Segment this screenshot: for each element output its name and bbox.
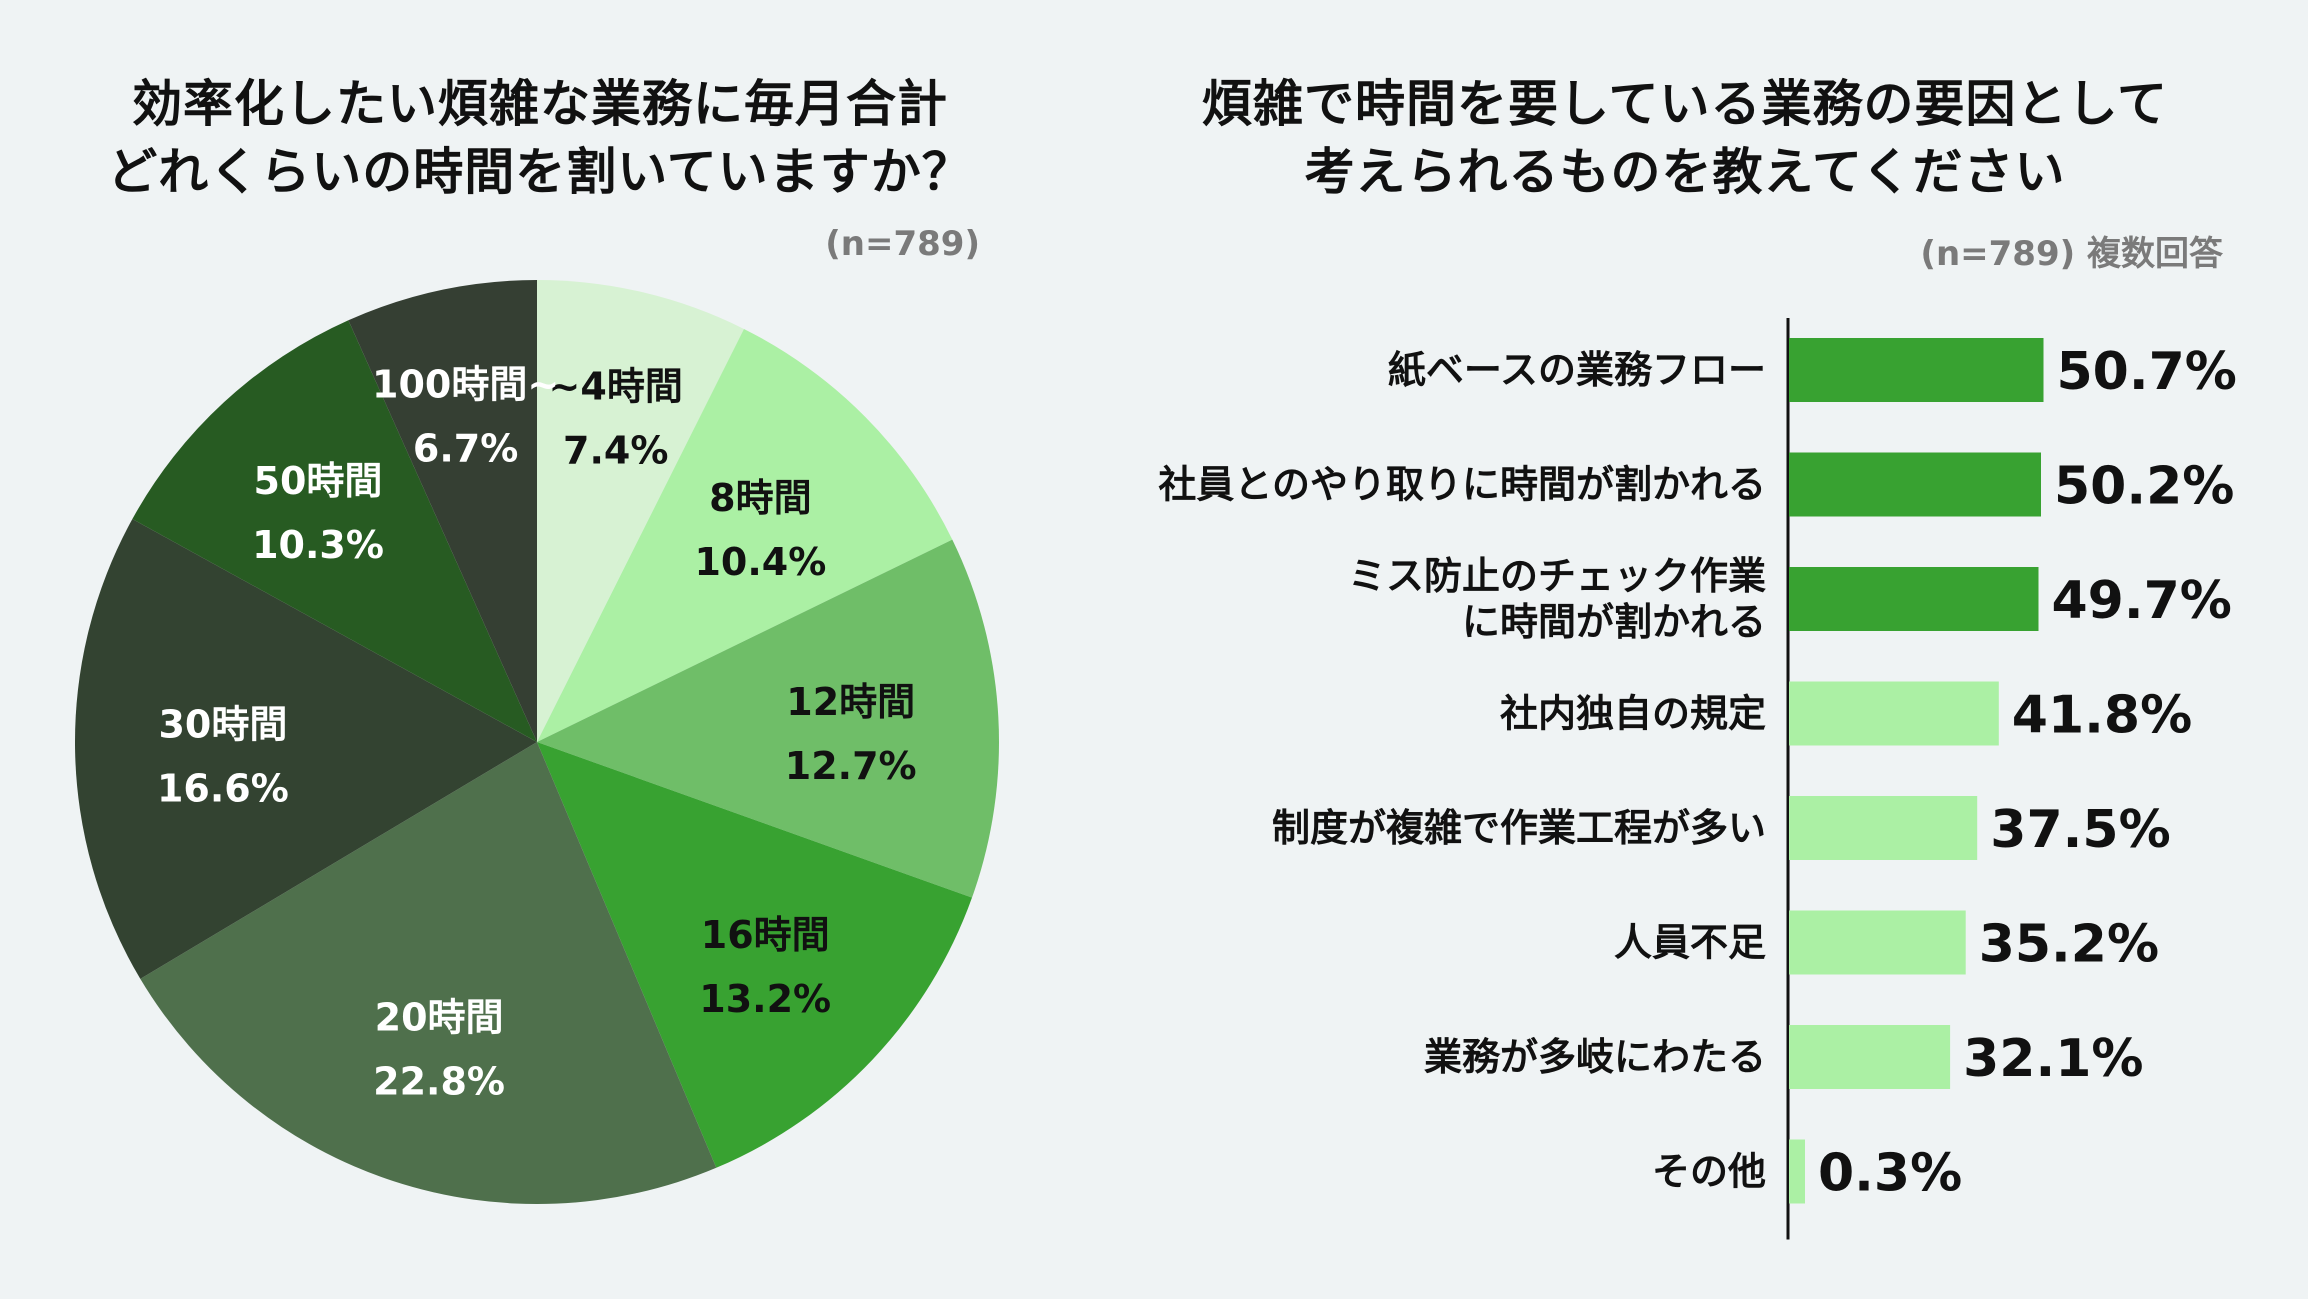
bar-category-label: 人員不足 bbox=[1614, 921, 1766, 965]
bar-category-label: 社員とのやり取りに時間が割かれる bbox=[1158, 463, 1766, 507]
pie-slice-value: 22.8% bbox=[373, 1060, 505, 1104]
pie-slice-label: 30時間 bbox=[158, 702, 287, 746]
bar-sample-note: (n=789) 複数回答 bbox=[1920, 234, 2223, 274]
pie-slice-label: 100時間~ bbox=[372, 363, 559, 407]
bar-value-label: 50.2% bbox=[2054, 457, 2234, 517]
bar-value-label: 32.1% bbox=[1963, 1029, 2143, 1089]
bar-category-label: ミス防止のチェック作業 bbox=[1348, 554, 1766, 598]
pie-slice bbox=[537, 328, 953, 742]
pie-slice-value: 13.2% bbox=[699, 977, 831, 1021]
pie-slice-label: 16時間 bbox=[701, 913, 830, 957]
bar bbox=[1789, 338, 2044, 402]
bar-category-label: その他 bbox=[1652, 1150, 1766, 1194]
bar bbox=[1789, 567, 2039, 631]
pie-slice-label: 20時間 bbox=[375, 996, 504, 1040]
bar bbox=[1789, 796, 1978, 860]
pie-sample-note: (n=789) bbox=[825, 224, 980, 264]
pie-slice-value: 10.4% bbox=[694, 540, 826, 584]
pie-title-line-2: どれくらいの時間を割いていますか？ bbox=[107, 143, 973, 201]
pie-slice bbox=[132, 320, 537, 742]
bar-category-label: 紙ベースの業務フロー bbox=[1388, 348, 1766, 392]
bar-title-line-1: 煩雑で時間を要している業務の要因として bbox=[1202, 75, 2168, 133]
pie-chart: ~4時間 7.4% 8時間 10.4% 12時間 12.7% 16時間 13.2% 20時間 22… bbox=[74, 280, 1000, 1204]
bar-category-label: 社内独自の規定 bbox=[1500, 692, 1766, 736]
pie-title-line-1: 効率化したい煩雑な業務に毎月合計 bbox=[132, 75, 948, 133]
bar-category-label: 業務が多岐にわたる bbox=[1424, 1035, 1766, 1079]
pie-slice-label: 8時間 bbox=[709, 476, 811, 520]
pie-slice bbox=[537, 539, 1000, 898]
pie-slice bbox=[537, 280, 744, 742]
bar-chart-title: 煩雑で時間を要している業務の要因として 考えられるものを教えてください bbox=[1040, 70, 2308, 206]
pie-slice-value: 7.4% bbox=[563, 428, 668, 472]
bar-value-label: 49.7% bbox=[2052, 571, 2232, 631]
pie-slice-value: 6.7% bbox=[413, 427, 518, 471]
bar-value-label: 41.8% bbox=[2012, 686, 2192, 746]
bar bbox=[1789, 1025, 1951, 1089]
pie-slice-value: 10.3% bbox=[252, 523, 384, 567]
pie-slice-value: 16.6% bbox=[157, 766, 289, 810]
pie-slice bbox=[348, 280, 537, 742]
bar-title-line-2: 考えられるものを教えてください bbox=[1304, 143, 2066, 201]
bar-value-label: 0.3% bbox=[1818, 1144, 1962, 1204]
pie-slice bbox=[140, 742, 717, 1204]
bar-value-label: 35.2% bbox=[1979, 915, 2159, 975]
pie-chart-title: 効率化したい煩雑な業務に毎月合計 どれくらいの時間を割いていますか？ bbox=[60, 70, 1020, 206]
bar bbox=[1789, 452, 2041, 517]
pie-slice-label: ~4時間 bbox=[549, 364, 683, 408]
bar-chart-panel: 煩雑で時間を要している業務の要因として 考えられるものを教えてください (n=7… bbox=[1040, 0, 2308, 1299]
pie-slice bbox=[74, 519, 537, 979]
pie-slice-value: 12.7% bbox=[785, 744, 917, 788]
bar-chart: 50.7% 紙ベースの業務フロー 50.2% 社員とのやり取りに時間が割かれる 49.7… bbox=[1158, 318, 2237, 1240]
bar-category-label: 制度が複雑で作業工程が多い bbox=[1272, 806, 1766, 850]
pie-slice-label: 12時間 bbox=[786, 680, 915, 724]
pie-slice bbox=[537, 742, 972, 1168]
bar-value-label: 37.5% bbox=[1990, 800, 2170, 860]
bar-category-label: に時間が割かれる bbox=[1462, 600, 1766, 644]
pie-slice-label: 50時間 bbox=[254, 459, 383, 503]
bar-value-label: 50.7% bbox=[2057, 342, 2237, 402]
bar bbox=[1789, 1139, 1805, 1204]
bar bbox=[1789, 681, 1999, 746]
pie-chart-panel: 効率化したい煩雑な業務に毎月合計 どれくらいの時間を割いていますか？ (n=78… bbox=[0, 0, 1100, 1299]
bar bbox=[1789, 910, 1966, 975]
